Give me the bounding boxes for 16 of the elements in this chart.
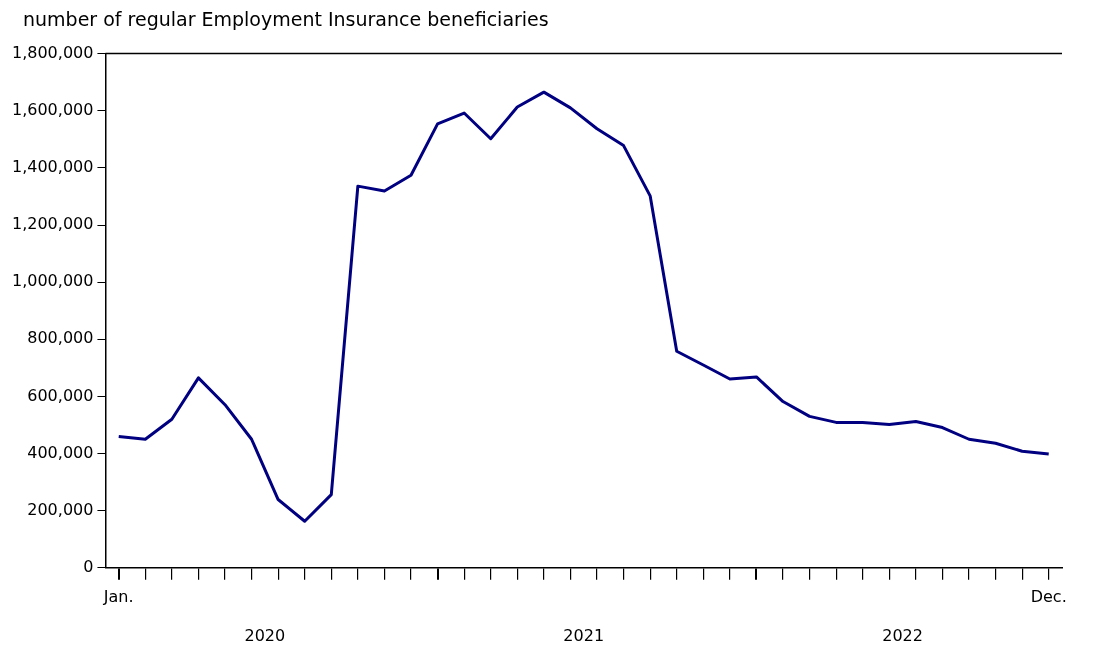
text: 2021: [563, 626, 605, 645]
x-tick-label: Jan.: [102, 586, 134, 606]
y-axis-title: number of regular Employment Insurance beneficiaries: [23, 8, 550, 30]
y-tick-label: 1,600,000: [11, 99, 94, 119]
y-tick-label: 800,000: [27, 328, 94, 348]
text: 2022: [882, 626, 923, 645]
y-tick-label: 1,200,000: [11, 214, 94, 234]
y-tick-label: 0: [83, 556, 94, 576]
y-tick-label: 1,000,000: [11, 271, 94, 291]
y-tick-label: 200,000: [27, 499, 94, 519]
x-tick-label: Dec.: [1030, 586, 1067, 606]
y-tick-label: 1,800,000: [11, 42, 94, 62]
y-tick-label: 1,400,000: [11, 157, 94, 177]
y-tick-label: 600,000: [27, 385, 94, 405]
y-tick-label: 400,000: [27, 442, 94, 462]
text: 2020: [244, 626, 286, 645]
